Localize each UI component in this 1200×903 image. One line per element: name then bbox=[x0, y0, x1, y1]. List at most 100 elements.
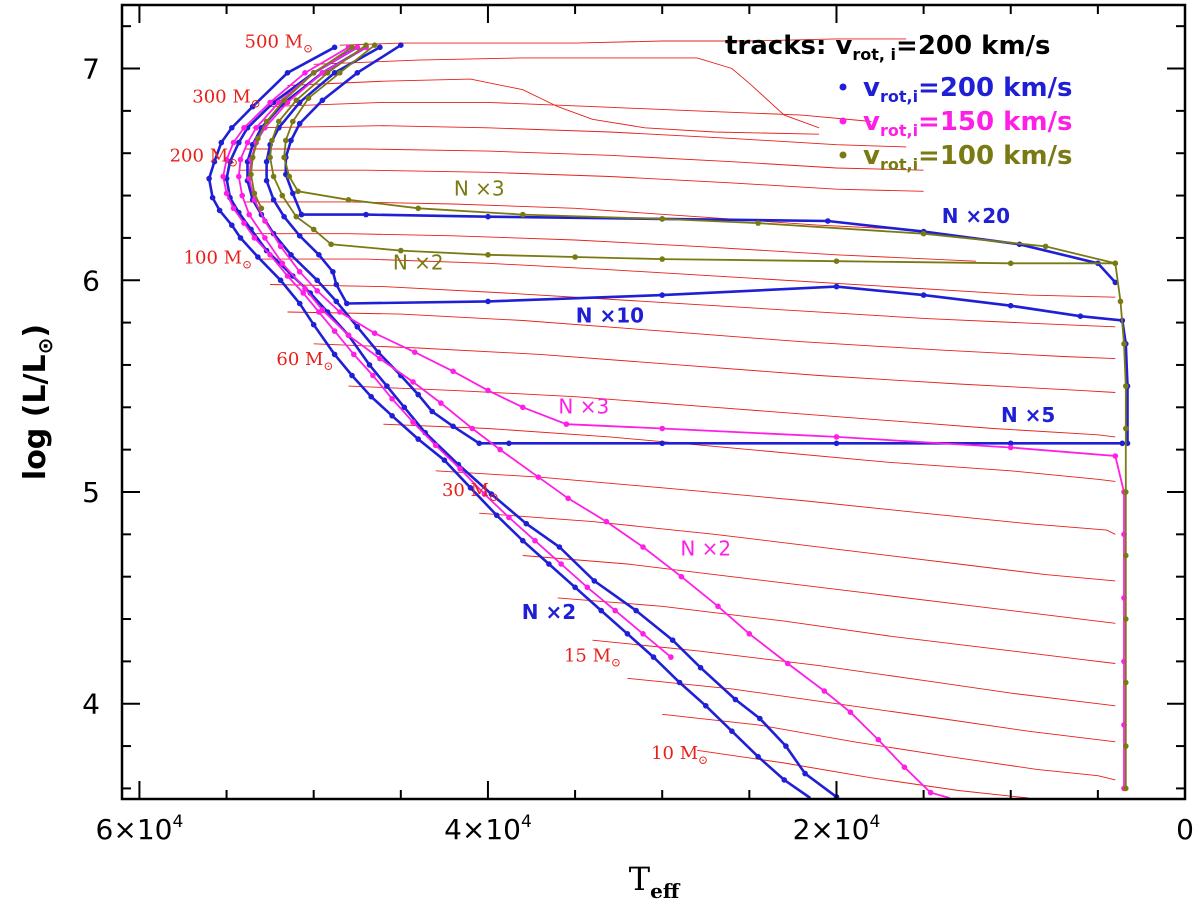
legend-label-sub: rot,i bbox=[880, 155, 918, 174]
mass-label-text: 100 M bbox=[184, 247, 243, 268]
iso-point bbox=[1042, 243, 1049, 250]
x-tick-label-base: 4×10 bbox=[444, 813, 521, 846]
iso-point bbox=[1123, 425, 1129, 432]
iso-point bbox=[729, 728, 735, 734]
iso-point bbox=[349, 44, 355, 51]
mass-label-text: 300 M bbox=[192, 86, 251, 107]
track-500-msun bbox=[339, 38, 907, 46]
iso-point bbox=[732, 696, 739, 703]
iso-point bbox=[267, 154, 273, 161]
track-20-msun bbox=[479, 512, 1116, 582]
iso-point bbox=[290, 190, 296, 197]
track-12-msun bbox=[627, 677, 1116, 743]
iso-point bbox=[438, 400, 444, 406]
track-150-msun bbox=[238, 169, 924, 192]
iso-point bbox=[296, 269, 303, 275]
iso-point bbox=[218, 139, 225, 146]
x-tick-label: 6×104 bbox=[96, 812, 184, 846]
iso-point bbox=[375, 349, 382, 356]
iso-point bbox=[223, 190, 230, 197]
track-200-msun bbox=[252, 125, 907, 148]
mass-label-text: 30 M bbox=[442, 480, 489, 501]
iso-point bbox=[209, 194, 216, 201]
iso-point bbox=[377, 355, 383, 362]
iso-point bbox=[598, 607, 604, 614]
iso-point bbox=[546, 561, 552, 567]
iso-point bbox=[441, 457, 448, 464]
iso-point bbox=[389, 396, 395, 402]
iso-point bbox=[612, 607, 618, 614]
legend-label-prefix: v bbox=[863, 141, 880, 171]
mass-label-text: 200 M bbox=[170, 146, 229, 167]
iso-point bbox=[229, 125, 235, 131]
iso-point bbox=[230, 139, 237, 146]
iso-point bbox=[288, 137, 294, 144]
iso-point bbox=[1112, 279, 1119, 286]
x-tick-label-base: 6×10 bbox=[96, 813, 173, 846]
iso-point bbox=[398, 42, 404, 48]
iso-point bbox=[920, 292, 927, 298]
legend-entry-label: vrot,i=100 km/s bbox=[863, 141, 1073, 174]
iso-point bbox=[1077, 313, 1084, 320]
iso-point bbox=[591, 578, 598, 584]
track-13-msun bbox=[592, 639, 1116, 707]
mass-label-text: 15 M bbox=[564, 645, 611, 666]
iso-point bbox=[469, 425, 476, 432]
iso-point bbox=[333, 298, 340, 305]
iso-point bbox=[277, 277, 284, 284]
iso-point bbox=[258, 205, 265, 212]
mass-label: 300 M⊙ bbox=[192, 86, 261, 110]
iso-point bbox=[668, 654, 674, 660]
iso-point bbox=[535, 474, 542, 481]
iso-point bbox=[206, 175, 212, 182]
iso-point bbox=[270, 173, 277, 180]
iso-point bbox=[351, 351, 357, 358]
iso-point bbox=[293, 213, 300, 220]
iso-point bbox=[349, 372, 355, 379]
iso-point bbox=[781, 777, 787, 783]
iso-point bbox=[1123, 743, 1129, 749]
iso-point bbox=[333, 281, 340, 288]
iso-point bbox=[269, 137, 275, 144]
track-60-msun bbox=[287, 311, 1116, 360]
mass-label-sun: ⊙ bbox=[698, 753, 708, 767]
mass-label: 100 M⊙ bbox=[184, 247, 253, 271]
iso-point bbox=[248, 171, 254, 178]
track-17-msun bbox=[522, 555, 1116, 624]
iso-point bbox=[331, 44, 338, 51]
iso-point bbox=[331, 351, 338, 358]
mass-label-text: 500 M bbox=[245, 31, 304, 52]
iso-point bbox=[833, 283, 840, 290]
iso-point bbox=[246, 211, 252, 218]
iso-point bbox=[432, 442, 439, 449]
iso-point bbox=[450, 368, 456, 375]
iso-point bbox=[230, 205, 237, 212]
plot-frame bbox=[120, 3, 1187, 801]
track-170-msun bbox=[244, 148, 924, 171]
iso-point bbox=[920, 230, 927, 237]
iso-point bbox=[833, 434, 840, 440]
iso-point bbox=[319, 307, 326, 313]
mass-label-text: 60 M bbox=[276, 349, 323, 370]
iso-point bbox=[572, 584, 578, 591]
iso-point bbox=[237, 156, 244, 163]
iso-point bbox=[821, 688, 828, 694]
n-label: N ×2 bbox=[522, 600, 576, 624]
iso-point bbox=[603, 518, 610, 525]
track-15-msun bbox=[557, 597, 1116, 664]
iso-point bbox=[276, 118, 282, 125]
iso-point bbox=[520, 211, 526, 218]
iso-point bbox=[398, 247, 404, 254]
iso-point bbox=[755, 220, 761, 226]
iso-point bbox=[523, 520, 530, 527]
mass-label: 15 M⊙ bbox=[564, 645, 621, 669]
iso-point bbox=[253, 125, 259, 131]
legend-marker bbox=[839, 83, 847, 91]
iso-point bbox=[249, 154, 256, 161]
iso-point bbox=[659, 292, 665, 298]
track-50-msun bbox=[313, 343, 1116, 393]
iso-line-10 bbox=[283, 44, 1116, 265]
n-label: N ×2 bbox=[680, 537, 731, 561]
y-axis-label-sun: ⊙ bbox=[33, 338, 57, 355]
